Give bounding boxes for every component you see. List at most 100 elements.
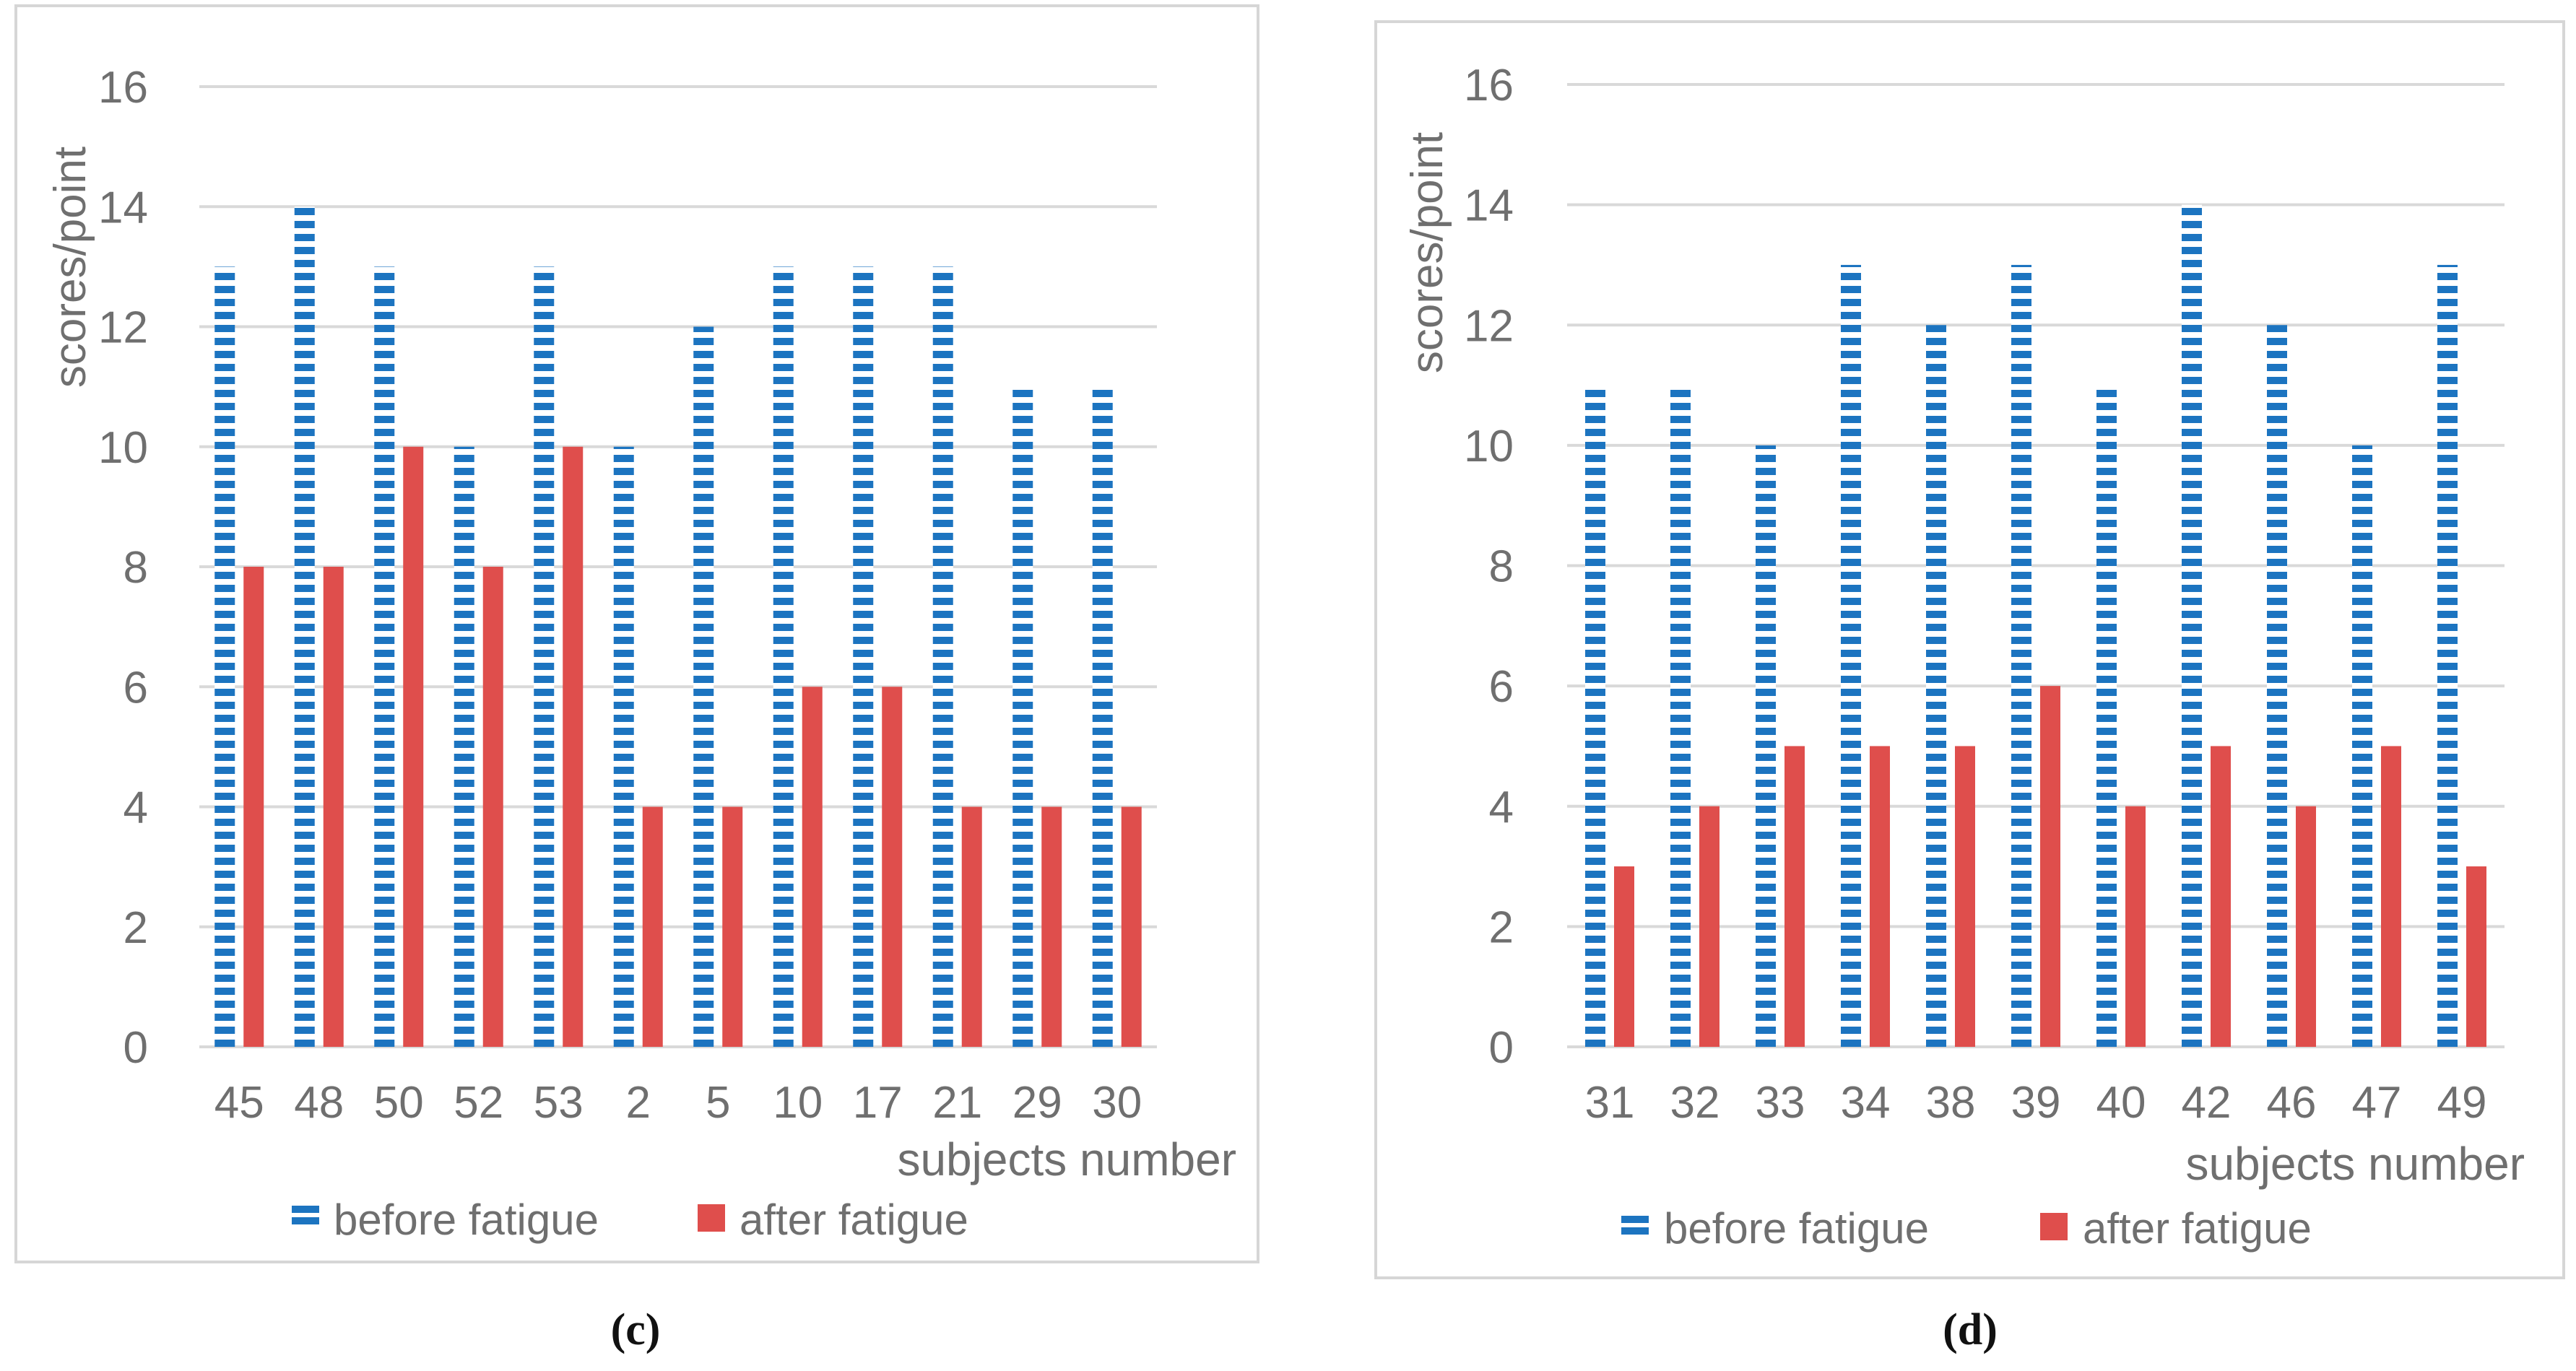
y-tick-label: 2 <box>1489 902 1514 952</box>
bar-after-fatigue <box>323 567 344 1047</box>
x-tick-label: 2 <box>626 1078 651 1128</box>
legend: before fatigue after fatigue <box>1621 1204 2312 1253</box>
bar-before-fatigue <box>2437 264 2458 1047</box>
legend-swatch-before-fatigue <box>1621 1216 1649 1223</box>
panel-label: (d) <box>1943 1305 1998 1354</box>
legend-swatch-after-fatigue <box>698 1204 725 1232</box>
bar-after-fatigue <box>2211 746 2231 1047</box>
bar-before-fatigue <box>2182 204 2202 1047</box>
bar-after-fatigue <box>882 687 903 1047</box>
y-tick-label: 12 <box>1464 301 1514 351</box>
bar-before-fatigue <box>693 326 714 1047</box>
chart-frame <box>14 4 1259 1263</box>
y-tick-label: 0 <box>123 1023 148 1073</box>
y-axis-label: scores/point <box>1402 132 1452 373</box>
x-tick-label: 34 <box>1841 1078 1891 1128</box>
y-axis-label: scores/point <box>45 147 95 388</box>
x-tick-label: 49 <box>2437 1078 2487 1128</box>
x-tick-label: 30 <box>1092 1078 1142 1128</box>
bar-before-fatigue <box>1585 385 1605 1047</box>
bar-before-fatigue <box>2096 385 2117 1047</box>
y-tick-label: 14 <box>1464 181 1514 231</box>
bars <box>214 206 1142 1047</box>
bar-after-fatigue <box>1784 746 1805 1047</box>
y-tick-label: 12 <box>98 303 148 353</box>
x-tick-label: 32 <box>1670 1078 1720 1128</box>
bar-after-fatigue <box>2381 746 2401 1047</box>
y-tick-label: 6 <box>1489 662 1514 712</box>
bar-before-fatigue <box>214 266 235 1047</box>
x-tick-label: 48 <box>294 1078 344 1128</box>
legend: before fatigue after fatigue <box>292 1196 968 1244</box>
y-tick-label: 8 <box>1489 542 1514 592</box>
x-tick-label: 17 <box>853 1078 903 1128</box>
x-tick-label: 39 <box>2011 1078 2061 1128</box>
bar-after-fatigue <box>2040 686 2060 1047</box>
bar-after-fatigue <box>642 806 663 1047</box>
x-tick-label: 33 <box>1756 1078 1805 1128</box>
bar-before-fatigue <box>932 266 953 1047</box>
y-tick-label: 4 <box>1489 783 1514 832</box>
bar-before-fatigue <box>1841 264 1861 1047</box>
bar-after-fatigue <box>1041 806 1062 1047</box>
bar-before-fatigue <box>2352 445 2372 1047</box>
chart-frame <box>1374 20 2565 1279</box>
gridlines <box>1567 83 2505 1048</box>
x-tick-label: 52 <box>454 1078 503 1128</box>
bar-before-fatigue <box>294 206 315 1047</box>
x-tick-label: 46 <box>2267 1078 2317 1128</box>
x-axis-label: subjects number <box>2185 1138 2525 1190</box>
legend-swatch-before-fatigue <box>1621 1227 1649 1235</box>
bar-after-fatigue <box>2296 806 2316 1047</box>
y-tick-label: 4 <box>123 783 148 833</box>
x-tick-label: 53 <box>534 1078 584 1128</box>
bar-before-fatigue <box>1926 325 1946 1047</box>
bar-after-fatigue <box>482 567 503 1047</box>
bar-after-fatigue <box>1870 746 1890 1047</box>
bar-before-fatigue <box>853 266 874 1047</box>
bar-before-fatigue <box>773 266 794 1047</box>
x-tick-label: 40 <box>2096 1078 2146 1128</box>
bar-after-fatigue <box>802 687 823 1047</box>
x-tick-labels: 31 32 33 34 38 39 40 42 46 47 49 <box>1585 1078 2487 1128</box>
bar-before-fatigue <box>374 266 395 1047</box>
x-tick-label: 5 <box>706 1078 730 1128</box>
x-tick-labels: 45 48 50 52 53 2 5 10 17 21 29 30 <box>214 1078 1142 1128</box>
legend-swatch-after-fatigue <box>2040 1213 2068 1240</box>
x-tick-label: 42 <box>2182 1078 2232 1128</box>
y-tick-label: 8 <box>123 543 148 593</box>
x-tick-label: 45 <box>214 1078 264 1128</box>
y-tick-labels: 0 2 4 6 8 10 12 14 16 <box>98 63 148 1073</box>
bar-before-fatigue <box>2267 325 2287 1047</box>
bar-before-fatigue <box>1756 445 1776 1047</box>
y-tick-label: 16 <box>1464 61 1514 110</box>
bar-after-fatigue <box>1121 806 1142 1047</box>
y-tick-label: 16 <box>98 63 148 113</box>
bar-after-fatigue <box>722 806 743 1047</box>
y-tick-labels: 0 2 4 6 8 10 12 14 16 <box>1464 61 1514 1073</box>
bar-after-fatigue <box>2125 806 2146 1047</box>
x-tick-label: 47 <box>2352 1078 2402 1128</box>
bar-before-fatigue <box>1092 386 1113 1047</box>
bar-before-fatigue <box>613 446 634 1047</box>
bar-after-fatigue <box>2466 866 2486 1047</box>
bar-before-fatigue <box>1670 385 1691 1047</box>
x-tick-label: 50 <box>374 1078 424 1128</box>
bar-after-fatigue <box>1955 746 1975 1047</box>
x-tick-label: 29 <box>1012 1078 1062 1128</box>
bar-before-fatigue <box>1012 386 1033 1047</box>
bar-after-fatigue <box>243 567 264 1047</box>
legend-label-before-fatigue: before fatigue <box>1664 1204 1929 1253</box>
bars <box>1585 204 2486 1047</box>
legend-swatch-before-fatigue <box>292 1206 319 1213</box>
y-tick-label: 14 <box>98 183 148 232</box>
y-tick-label: 10 <box>1464 422 1514 471</box>
x-tick-label: 10 <box>773 1078 823 1128</box>
panel-label: (c) <box>611 1305 661 1354</box>
y-tick-label: 0 <box>1489 1023 1514 1073</box>
bar-after-fatigue <box>961 806 982 1047</box>
legend-label-before-fatigue: before fatigue <box>334 1196 599 1244</box>
bar-after-fatigue <box>403 446 424 1047</box>
